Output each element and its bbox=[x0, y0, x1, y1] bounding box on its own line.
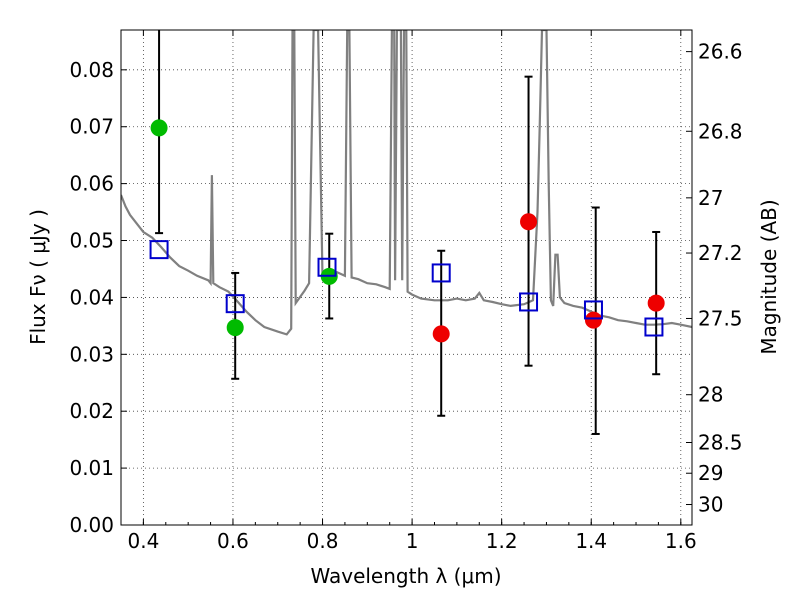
model-square bbox=[583, 300, 603, 320]
y-tick-label: 0.06 bbox=[69, 172, 114, 196]
x-tick-label: 0.8 bbox=[307, 529, 339, 553]
grid bbox=[121, 30, 692, 525]
model-square bbox=[431, 263, 451, 283]
model-square bbox=[149, 240, 169, 260]
x-tick-label: 0.6 bbox=[217, 529, 249, 553]
spectrum-line bbox=[121, 30, 692, 336]
y-tick-label: 0.01 bbox=[69, 456, 114, 480]
plot-frame bbox=[120, 29, 693, 526]
data-point bbox=[150, 119, 168, 137]
right-axis-label: Magnitude (AB) bbox=[757, 199, 781, 354]
model-square bbox=[225, 294, 245, 314]
y-tick-label: 0.00 bbox=[69, 513, 114, 537]
y-axis-label: Flux Fν ( μJy ) bbox=[26, 209, 50, 345]
y-tick-label: 0.03 bbox=[69, 342, 114, 366]
y-tick-label: 0.02 bbox=[69, 399, 114, 423]
y-tick-label: 0.08 bbox=[69, 58, 114, 82]
y-tick-label: 0.07 bbox=[69, 115, 114, 139]
x-tick-label: 1.6 bbox=[665, 529, 697, 553]
data-point bbox=[647, 294, 665, 312]
mag-tick-label: 28.5 bbox=[698, 431, 743, 455]
model-square bbox=[519, 292, 539, 312]
model-square bbox=[317, 257, 337, 277]
ticks: 0.4 0.6 0.8 1 1.2 1.4 1.6 0.00 0.01 0.02 0.03 0.04 0… bbox=[69, 30, 743, 553]
x-axis-label: Wavelength λ (μm) bbox=[310, 564, 501, 588]
x-tick-label: 1 bbox=[406, 529, 419, 553]
y-tick-label: 0.05 bbox=[69, 229, 114, 253]
mag-tick-label: 27 bbox=[698, 186, 723, 210]
data-point bbox=[226, 319, 244, 337]
mag-tick-label: 26.8 bbox=[698, 119, 743, 143]
series-layer bbox=[121, 30, 692, 435]
x-tick-label: 0.4 bbox=[127, 529, 159, 553]
mag-tick-label: 27.5 bbox=[698, 306, 743, 330]
x-tick-label: 1.2 bbox=[486, 529, 518, 553]
model-square bbox=[644, 317, 664, 337]
data-point bbox=[520, 213, 538, 231]
data-point bbox=[584, 311, 602, 329]
x-tick-label: 1.4 bbox=[575, 529, 607, 553]
mag-tick-label: 28 bbox=[698, 383, 723, 407]
mag-tick-label: 30 bbox=[698, 493, 723, 517]
mag-tick-label: 29 bbox=[698, 461, 723, 485]
mag-tick-label: 26.6 bbox=[698, 40, 743, 64]
y-tick-label: 0.04 bbox=[69, 285, 114, 309]
mag-tick-label: 27.2 bbox=[698, 241, 743, 265]
data-point bbox=[432, 325, 450, 343]
